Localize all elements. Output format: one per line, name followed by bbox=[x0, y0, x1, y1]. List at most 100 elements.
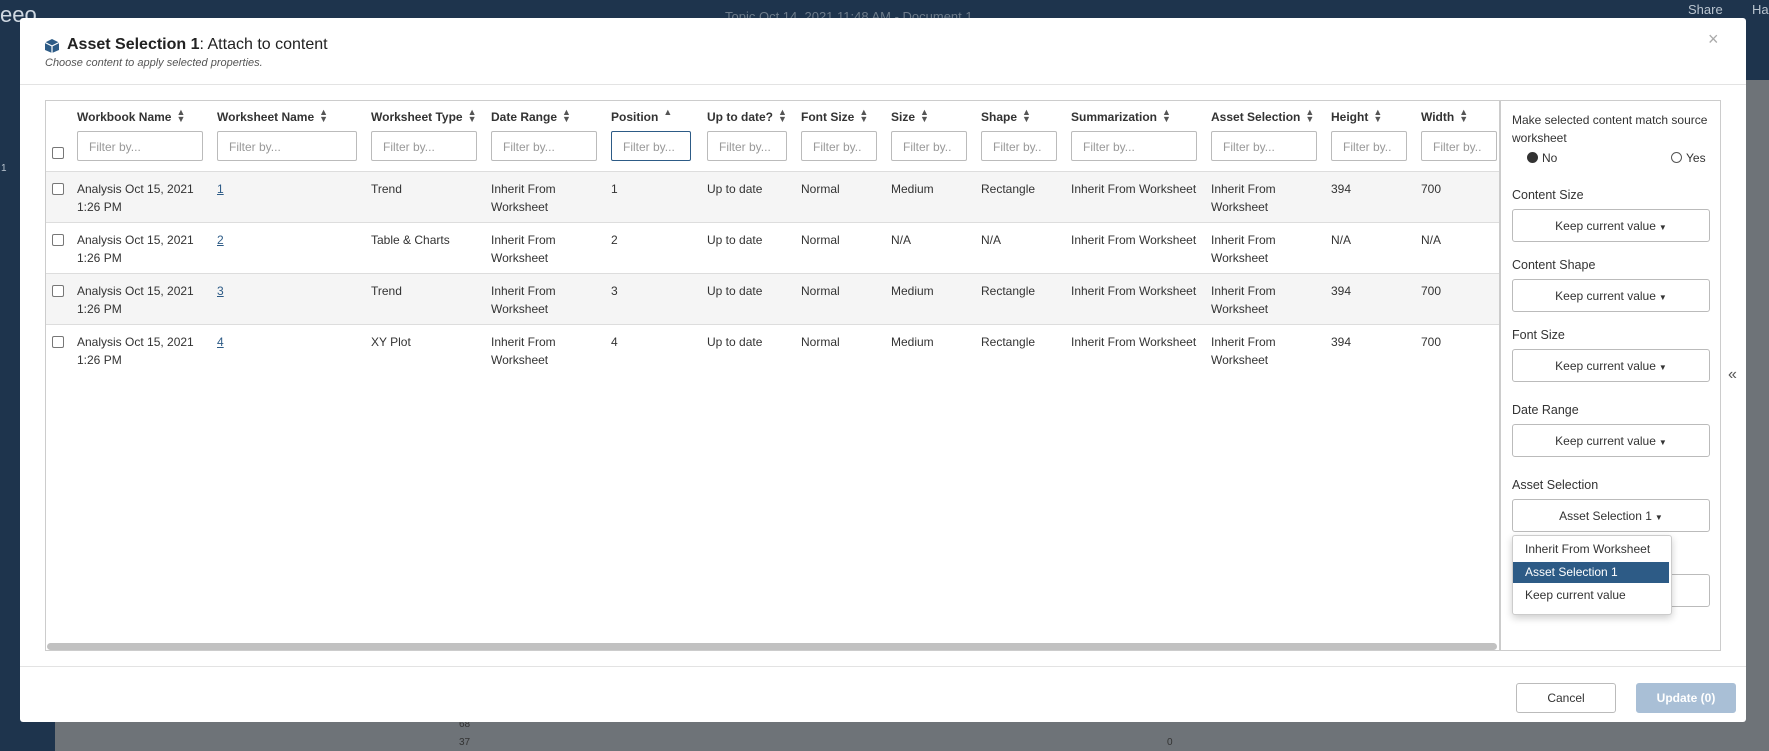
filter-input[interactable]: Filter by.. bbox=[891, 131, 967, 161]
column-header[interactable]: Worksheet Name ▲ ▼ bbox=[217, 107, 329, 125]
column-header[interactable]: Width ▲ ▼ bbox=[1421, 107, 1469, 125]
cell: Up to date bbox=[707, 182, 763, 196]
caret: ▼ bbox=[1658, 223, 1667, 232]
cell: 700 bbox=[1421, 335, 1442, 349]
match-label: Make selected content match source works… bbox=[1512, 113, 1708, 145]
section-label: Asset Selection bbox=[1512, 478, 1599, 492]
sort-icon: ▲ ▼ bbox=[859, 107, 869, 124]
close-button[interactable]: × bbox=[1708, 29, 1719, 49]
column-header[interactable]: Size ▲ ▼ bbox=[891, 107, 929, 125]
column-header[interactable]: Shape ▲ ▼ bbox=[981, 107, 1031, 125]
worksheet-link[interactable]: 1 bbox=[217, 182, 224, 196]
filter-input[interactable]: Filter by... bbox=[371, 131, 477, 161]
dropdown-option[interactable]: Keep current value bbox=[1525, 588, 1626, 602]
dropdown-button[interactable]: Keep current value ▼ bbox=[1512, 279, 1710, 312]
dropdown-button[interactable]: Keep current value ▼ bbox=[1512, 209, 1710, 242]
cell: Inherit From Worksheet bbox=[1211, 284, 1276, 316]
cell: Inherit From Worksheet bbox=[1071, 182, 1197, 196]
cell: 700 bbox=[1421, 182, 1442, 196]
column-header[interactable]: Summarization ▲ ▼ bbox=[1071, 107, 1171, 125]
column-header[interactable]: Worksheet Type ▲ ▼ bbox=[371, 107, 477, 125]
cell: Inherit From Worksheet bbox=[491, 233, 556, 265]
filter-input[interactable]: Filter by.. bbox=[981, 131, 1057, 161]
worksheet-link[interactable]: 2 bbox=[217, 233, 224, 247]
cell: Analysis Oct 15, 2021 1:26 PM bbox=[77, 335, 194, 367]
column-header[interactable]: Asset Selection ▲ ▼ bbox=[1211, 107, 1315, 125]
row-checkbox[interactable] bbox=[52, 336, 64, 348]
row-checkbox[interactable] bbox=[52, 285, 64, 297]
modal-subtitle: Choose content to apply selected propert… bbox=[45, 57, 263, 69]
dropdown-option[interactable]: Asset Selection 1 bbox=[1513, 562, 1669, 583]
filter-input[interactable]: Filter by... bbox=[1071, 131, 1197, 161]
cell: Inherit From Worksheet bbox=[1211, 182, 1276, 214]
axis-label: 0 bbox=[1167, 737, 1173, 748]
title-rest: : Attach to content bbox=[199, 36, 328, 53]
worksheet-link[interactable]: 4 bbox=[217, 335, 224, 349]
dropdown-button[interactable]: Asset Selection 1 ▼ bbox=[1512, 499, 1710, 532]
scrollbar[interactable] bbox=[47, 643, 1497, 650]
sort-icon: ▲ ▼ bbox=[778, 107, 787, 124]
row-bg bbox=[46, 324, 1499, 376]
sort-icon: ▲ bbox=[663, 107, 673, 117]
cell: Normal bbox=[801, 335, 840, 349]
column-header[interactable]: Font Size ▲ ▼ bbox=[801, 107, 869, 125]
cell: Medium bbox=[891, 284, 934, 298]
filter-input[interactable]: Filter by... bbox=[1211, 131, 1317, 161]
select-all-checkbox[interactable] bbox=[52, 147, 64, 159]
section-label: Font Size bbox=[1512, 328, 1565, 342]
sidebar-frame bbox=[1500, 100, 1721, 651]
cancel-button[interactable]: Cancel bbox=[1516, 683, 1616, 713]
cell: Rectangle bbox=[981, 284, 1036, 298]
section-label: Content Size bbox=[1512, 188, 1584, 202]
sort-icon: ▲ ▼ bbox=[319, 107, 329, 124]
title-bold: Asset Selection 1 bbox=[67, 36, 200, 53]
cell: 3 bbox=[611, 284, 618, 298]
filter-input[interactable]: Filter by.. bbox=[1421, 131, 1497, 161]
filter-input[interactable]: Filter by.. bbox=[1331, 131, 1407, 161]
column-header[interactable]: Workbook Name ▲ ▼ bbox=[77, 107, 186, 125]
column-header[interactable]: Height ▲ ▼ bbox=[1331, 107, 1383, 125]
column-header[interactable]: Position ▲ bbox=[611, 107, 673, 125]
cell: 394 bbox=[1331, 284, 1352, 298]
divider bbox=[20, 666, 1746, 667]
sort-icon: ▲ ▼ bbox=[1022, 107, 1031, 124]
cell: 2 bbox=[611, 233, 618, 247]
column-header[interactable]: Up to date? ▲ ▼ bbox=[707, 107, 787, 125]
filter-input[interactable]: Filter by... bbox=[77, 131, 203, 161]
table-frame bbox=[45, 100, 1500, 651]
filter-input[interactable]: Filter by.. bbox=[801, 131, 877, 161]
cell: Normal bbox=[801, 284, 840, 298]
update-button[interactable]: Update (0) bbox=[1636, 683, 1736, 713]
worksheet-link[interactable]: 3 bbox=[217, 284, 224, 298]
radio-label[interactable]: Yes bbox=[1686, 151, 1706, 165]
cell: Inherit From Worksheet bbox=[1071, 335, 1197, 349]
collapse-button[interactable]: « bbox=[1728, 366, 1737, 383]
row-bg bbox=[46, 222, 1499, 274]
caret: ▼ bbox=[1658, 293, 1667, 302]
row-checkbox[interactable] bbox=[52, 234, 64, 246]
row-checkbox[interactable] bbox=[52, 183, 64, 195]
radio-empty[interactable] bbox=[1671, 152, 1682, 163]
cell: Normal bbox=[801, 182, 840, 196]
cell: Inherit From Worksheet bbox=[1071, 233, 1197, 247]
cell: Up to date bbox=[707, 335, 763, 349]
section-label: Content Shape bbox=[1512, 258, 1596, 272]
user[interactable]: Ha bbox=[1752, 2, 1769, 17]
sort-icon: ▲ ▼ bbox=[562, 107, 571, 124]
dropdown-button[interactable]: Keep current value ▼ bbox=[1512, 349, 1710, 382]
cell: Inherit From Worksheet bbox=[491, 182, 556, 214]
radio-label[interactable]: No bbox=[1542, 151, 1558, 165]
cube-icon bbox=[44, 39, 60, 53]
cell: N/A bbox=[891, 233, 912, 247]
dropdown-button[interactable]: Keep current value ▼ bbox=[1512, 424, 1710, 457]
filter-input[interactable]: Filter by... bbox=[611, 131, 691, 161]
radio-checked[interactable] bbox=[1527, 152, 1538, 163]
share[interactable]: Share bbox=[1688, 2, 1723, 17]
filter-input[interactable]: Filter by... bbox=[491, 131, 597, 161]
column-header[interactable]: Date Range ▲ ▼ bbox=[491, 107, 571, 125]
cell: 394 bbox=[1331, 182, 1352, 196]
filter-input[interactable]: Filter by... bbox=[707, 131, 787, 161]
filter-input[interactable]: Filter by... bbox=[217, 131, 357, 161]
dropdown-option[interactable]: Inherit From Worksheet bbox=[1525, 542, 1651, 556]
